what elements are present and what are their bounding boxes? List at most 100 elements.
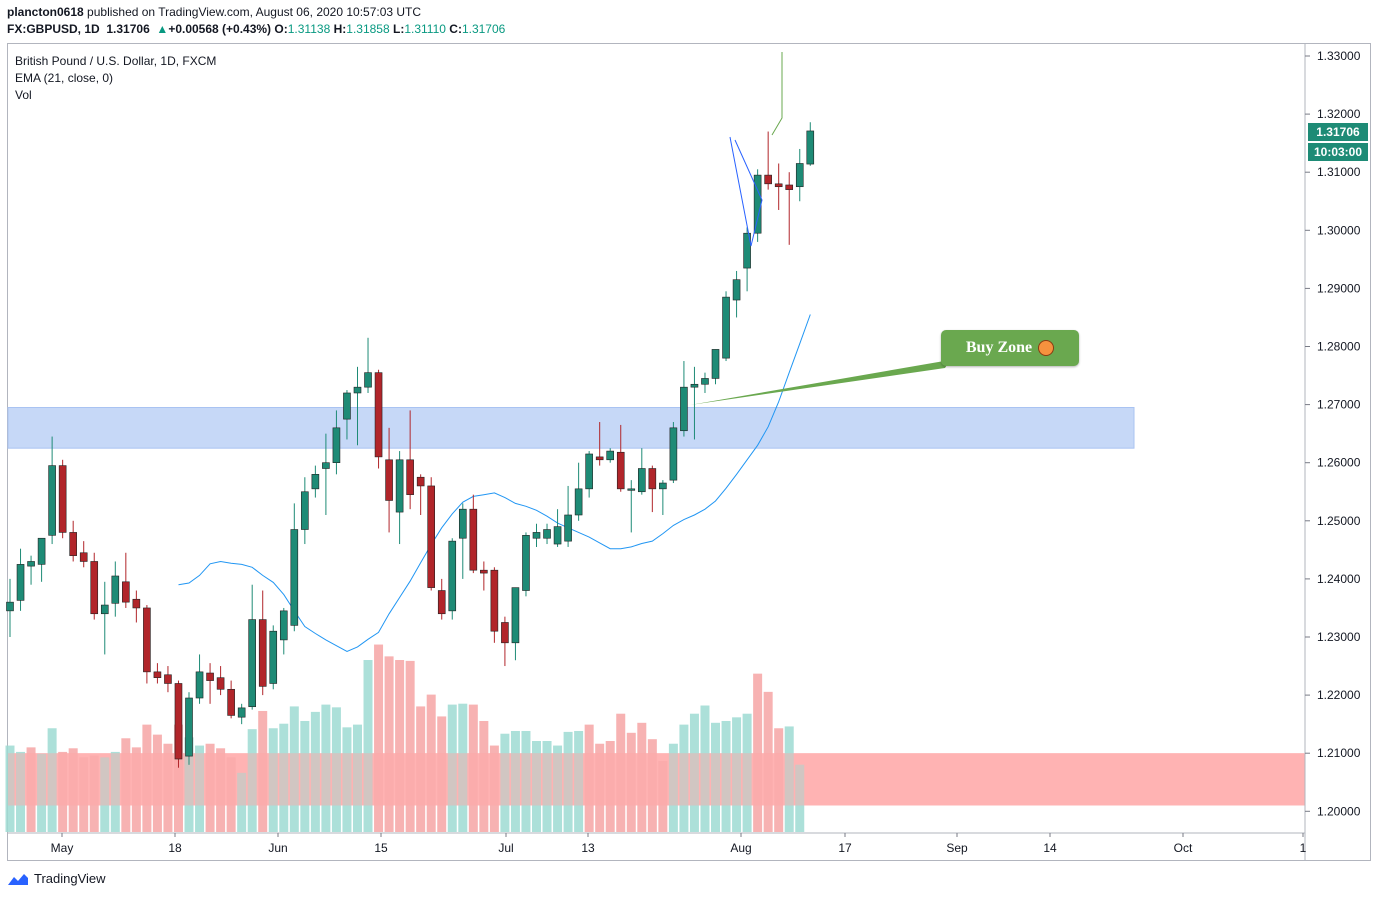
volume-bar: [553, 745, 563, 832]
volume-bar: [310, 711, 320, 832]
volume-bar: [658, 761, 668, 832]
x-tick-label: May: [51, 841, 74, 855]
volume-bar: [110, 751, 120, 832]
chart-legend: British Pound / U.S. Dollar, 1D, FXCM EM…: [15, 53, 216, 104]
candle-body: [164, 674, 172, 684]
publish-line: plancton0618 published on TradingView.co…: [7, 5, 421, 19]
candle-body: [522, 535, 530, 591]
candle-body: [458, 508, 467, 539]
x-tick-label: 1: [1300, 841, 1307, 855]
last-price: 1.31706: [106, 22, 150, 36]
candle-body: [732, 279, 741, 301]
candle-body: [543, 529, 551, 539]
x-tick-label: Jun: [268, 841, 287, 855]
candle-body: [806, 130, 815, 165]
y-tick-label: 1.33000: [1317, 49, 1361, 63]
volume-bar: [121, 738, 131, 832]
volume-bar: [700, 705, 710, 832]
quote-line: FX:GBPUSD, 1D 1.31706 ▲+0.00568 (+0.43%)…: [7, 22, 505, 36]
candle-body: [480, 569, 488, 574]
flag-pattern-lines: [729, 136, 763, 247]
volume-bar: [68, 748, 78, 832]
x-tick-label: Aug: [730, 841, 751, 855]
y-tick-label: 1.20000: [1317, 804, 1361, 818]
x-tick-label: 14: [1043, 841, 1057, 855]
y-tick-label: 1.25000: [1317, 514, 1361, 528]
candle-body: [332, 427, 341, 463]
volume-bar: [47, 728, 57, 832]
volume-bar: [500, 733, 510, 832]
buy-zone-label: Buy Zone: [965, 339, 1033, 356]
candle-body: [680, 386, 688, 432]
volume-bar: [352, 724, 362, 832]
candle-body: [195, 671, 204, 699]
volume-bar: [195, 745, 205, 832]
candle-body: [606, 450, 615, 461]
tradingview-icon: [8, 873, 28, 885]
candle-body: [153, 671, 162, 678]
candle-body: [258, 619, 267, 687]
volume-bar: [405, 660, 415, 832]
candle-body: [564, 514, 572, 542]
candle-body: [427, 485, 436, 588]
y-tick-label: 1.28000: [1317, 340, 1361, 354]
x-tick-label: 18: [168, 841, 182, 855]
volume-bar: [542, 741, 552, 832]
candle-body: [6, 601, 14, 612]
candle-body: [574, 488, 583, 516]
open-value: 1.31138: [287, 22, 331, 36]
candle-body: [216, 677, 225, 690]
volume-bar: [226, 757, 236, 832]
volume-bar: [163, 743, 173, 832]
ema-line: [178, 314, 811, 653]
y-tick-label: 1.24000: [1317, 572, 1361, 586]
volume-bar: [784, 726, 794, 832]
tradingview-logo[interactable]: TradingView: [7, 871, 106, 886]
volume-bar: [374, 644, 384, 832]
candle-body: [722, 296, 730, 359]
volume-bar: [510, 730, 520, 832]
projection-line: [771, 52, 783, 136]
candle-body: [690, 383, 699, 388]
volume-bar: [216, 748, 226, 832]
volume-bar: [173, 724, 183, 832]
candle-body: [743, 232, 751, 269]
volume-bar: [647, 739, 657, 832]
current-price-label: 1.31706: [1316, 125, 1360, 139]
volume-bar: [563, 731, 573, 832]
volume-bar: [763, 691, 773, 832]
candle-body: [795, 163, 804, 188]
volume-bar: [321, 704, 331, 832]
candle-body: [16, 564, 25, 601]
legend-volume: Vol: [15, 88, 32, 102]
chart-frame: [7, 43, 1371, 861]
candle-body: [248, 619, 256, 708]
candle-body: [48, 465, 56, 536]
publish-info: published on TradingView.com, August 06,…: [87, 5, 422, 19]
candle-body: [364, 372, 372, 388]
candle-body: [448, 540, 457, 612]
candle-body: [659, 482, 667, 490]
volume-bar: [395, 660, 405, 832]
x-tick-label: 15: [374, 841, 388, 855]
candle-body: [301, 491, 309, 530]
candle-body: [122, 581, 130, 603]
volume-bar: [37, 753, 47, 832]
candle-body: [711, 349, 720, 379]
y-tick-label: 1.30000: [1317, 223, 1361, 237]
volume-bar: [5, 745, 15, 832]
y-tick-label: 1.26000: [1317, 456, 1361, 470]
volume-bar: [679, 724, 689, 832]
x-tick-label: Jul: [498, 841, 513, 855]
publisher-name[interactable]: plancton0618: [7, 5, 84, 19]
volume-bar: [342, 727, 352, 832]
close-value: 1.31706: [461, 22, 506, 36]
volume-bar: [721, 720, 731, 832]
volume-bar: [605, 741, 615, 832]
candle-body: [385, 459, 393, 501]
volume-bar: [384, 656, 394, 832]
candle-body: [406, 459, 414, 495]
volume-bar: [100, 757, 110, 832]
volume-bar: [363, 660, 373, 832]
